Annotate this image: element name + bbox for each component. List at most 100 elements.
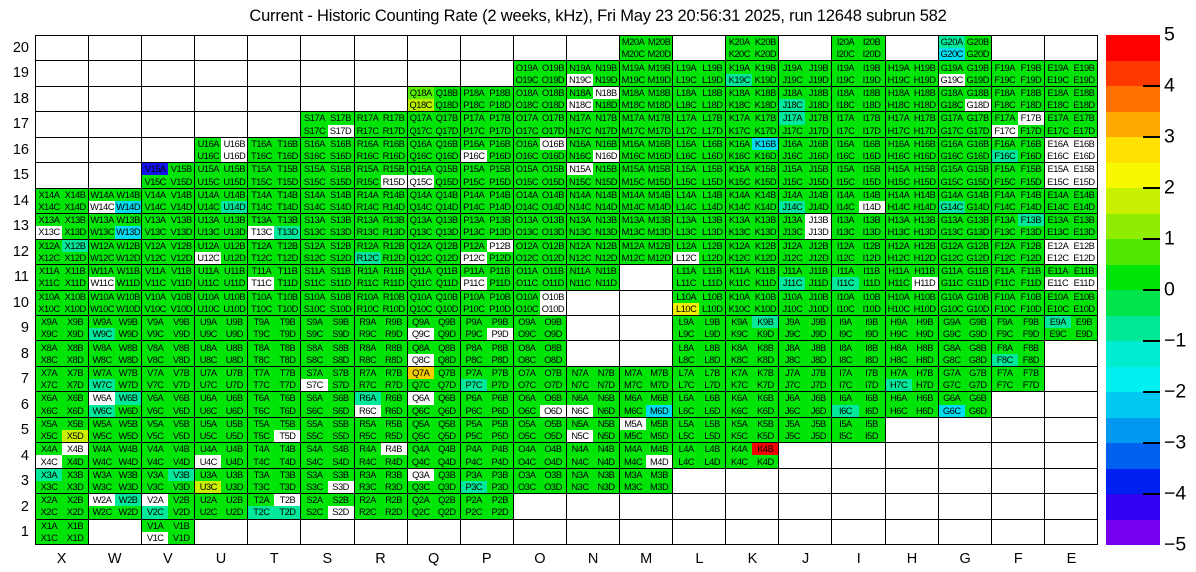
grid-cell: K10A K10B K10C K10D [726, 290, 780, 316]
grid-subcell: P11D [486, 277, 513, 290]
grid-subcell: F13A [991, 214, 1018, 227]
grid-cell: G16A G16B G16C G16D [938, 137, 992, 164]
grid-subcell: K11C [726, 277, 753, 290]
grid-subcell: M12A [620, 239, 647, 252]
grid-subcell: L8D [699, 353, 726, 366]
grid-cell: U4A U4B U4C U4D [195, 443, 249, 469]
grid-cell: T16A T16B T16C T16D [248, 137, 302, 164]
grid-subcell: M5D [646, 429, 673, 443]
grid-subcell: T3D [274, 480, 301, 494]
grid-subcell: J17C [779, 124, 806, 137]
grid-subcell: Q6A [407, 392, 434, 405]
grid-subcell: X3B [62, 468, 89, 481]
grid-cell: U10A U10B U10C U10D [195, 290, 249, 316]
grid-cell: F13A F13B F13C F13D [991, 214, 1045, 240]
grid-subcell: W12C [89, 251, 116, 265]
grid-subcell: H18A [885, 86, 912, 100]
grid-cell [1044, 36, 1098, 62]
grid-cell: N11A N11B N11C N11D [566, 265, 621, 291]
grid-subcell: P7B [486, 366, 513, 380]
grid-subcell: L17B [699, 112, 726, 125]
grid-subcell: P5C [460, 429, 487, 443]
grid-subcell: O14A [513, 188, 540, 201]
grid-cell: K7A K7B K7C K7D [726, 366, 780, 393]
grid-subcell: X6D [62, 404, 89, 417]
grid-subcell: J13D [805, 226, 832, 239]
grid-cell [620, 341, 674, 367]
grid-subcell: M14D [646, 200, 673, 214]
grid-subcell: V13D [168, 226, 195, 239]
grid-subcell: W2B [115, 494, 142, 507]
grid-subcell: I17A [832, 112, 859, 125]
grid-subcell: N18B [593, 86, 620, 100]
grid-subcell: J14B [805, 188, 832, 201]
grid-subcell: O13B [539, 214, 566, 227]
grid-subcell: I6B [858, 392, 885, 405]
grid-cell: T11A T11B T11C T11D [248, 265, 302, 291]
grid-subcell: Q18A [407, 86, 434, 100]
grid-subcell: O10A [513, 290, 540, 303]
grid-subcell: G7B [964, 366, 991, 380]
grid-subcell: E18C [1044, 99, 1071, 112]
grid-subcell: J14A [779, 188, 806, 201]
grid-subcell: W7C [89, 379, 116, 392]
heatmap-grid: M20A M20B M20C M20D K20A K20B K20C K20D I20A I20B… [35, 35, 1098, 545]
grid-subcell: Q13D [433, 226, 460, 239]
grid-subcell: T14A [248, 188, 275, 201]
grid-cell [885, 494, 939, 520]
grid-subcell: H15B [911, 163, 938, 176]
grid-subcell: M4A [620, 443, 647, 456]
grid-subcell: P6D [486, 404, 513, 417]
grid-subcell: I7B [858, 366, 885, 380]
grid-subcell: K11B [752, 265, 779, 278]
grid-subcell: U3B [221, 468, 248, 481]
grid-cell: H14A H14B H14C H14D [885, 188, 939, 215]
grid-cell: W8A W8B W8C W8D [89, 341, 143, 367]
grid-cell: X12A X12B X12C X12D [36, 239, 90, 266]
grid-subcell: I11A [832, 265, 859, 278]
grid-subcell: K12C [726, 251, 753, 265]
grid-subcell: N3C [566, 480, 594, 494]
grid-subcell: O3D [539, 480, 566, 494]
grid-subcell: T13B [274, 214, 301, 227]
grid-cell: P16A P16B P16C P16D [460, 137, 514, 164]
grid-cell: K20A K20B K20C K20D [726, 36, 780, 62]
grid-cell: Q16A Q16B Q16C Q16D [407, 137, 461, 164]
grid-cell: X13A X13B X13C X13D [36, 214, 90, 240]
grid-cell [1044, 366, 1098, 393]
grid-subcell: E13A [1044, 214, 1071, 227]
grid-subcell: S9B [327, 315, 354, 329]
grid-cell [460, 36, 514, 62]
grid-subcell: I7A [832, 366, 859, 380]
grid-cell: J17A J17B J17C J17D [779, 112, 833, 138]
grid-subcell: W7D [115, 379, 142, 392]
grid-subcell: J10C [779, 302, 806, 315]
grid-subcell: G17D [964, 124, 991, 137]
grid-subcell: K7B [752, 366, 779, 380]
grid-subcell: X3C [36, 480, 63, 494]
grid-subcell: N17C [566, 124, 594, 137]
grid-subcell: G11B [964, 265, 991, 278]
grid-cell: J19A J19B J19C J19D [779, 61, 833, 87]
grid-subcell: I12D [858, 251, 885, 265]
colorbar-tick-label: −1 [1164, 329, 1187, 352]
grid-cell: X14A X14B X14C X14D [36, 188, 90, 215]
grid-subcell: V5C [142, 429, 169, 443]
grid-subcell: O6D [539, 404, 566, 417]
grid-subcell: F18D [1017, 99, 1044, 112]
grid-subcell: S14D [327, 200, 354, 214]
grid-cell [1044, 341, 1098, 367]
grid-subcell: M13C [620, 226, 647, 239]
grid-subcell: L16D [699, 150, 726, 163]
grid-subcell: I17C [832, 124, 859, 137]
grid-subcell: G6B [964, 392, 991, 405]
grid-subcell: N15C [566, 175, 594, 188]
grid-subcell: P12D [486, 251, 513, 265]
grid-subcell: P4D [486, 455, 513, 468]
grid-subcell: L7A [673, 366, 700, 380]
grid-subcell: O17B [539, 112, 566, 125]
grid-cell: Q13A Q13B Q13C Q13D [407, 214, 461, 240]
grid-cell: K6A K6B K6C K6D [726, 392, 780, 418]
grid-subcell: K13B [752, 214, 779, 227]
grid-subcell: X8A [36, 341, 63, 354]
